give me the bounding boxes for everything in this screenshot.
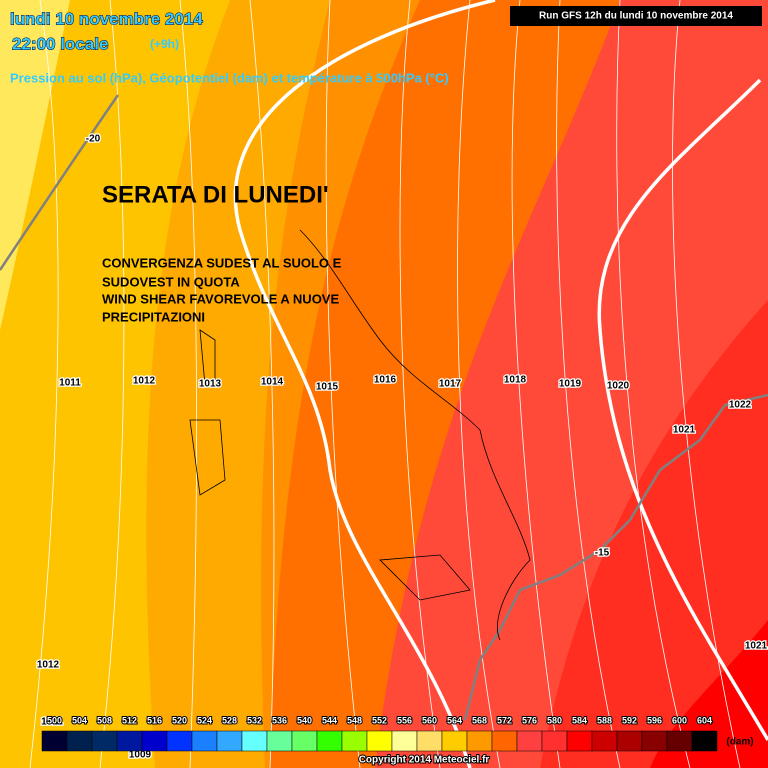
legend-swatch: [641, 730, 668, 752]
legend-swatch: [341, 730, 368, 752]
legend-label: 568: [472, 715, 487, 725]
isobar-label: 1018: [504, 375, 527, 386]
isobars: [29, 0, 741, 768]
isobar-label: 1020: [607, 381, 630, 392]
legend-swatch: [316, 730, 343, 752]
legend-swatch: [616, 730, 643, 752]
legend-label: 504: [72, 715, 87, 725]
isobar-label: 1012: [37, 660, 60, 671]
legend-swatch: [41, 730, 68, 752]
legend-label: 552: [372, 715, 387, 725]
legend-swatch: [266, 730, 293, 752]
legend-label: 560: [422, 715, 437, 725]
legend-label: 532: [247, 715, 262, 725]
legend-label: 544: [322, 715, 337, 725]
legend-label: 572: [497, 715, 512, 725]
legend-swatch: [466, 730, 493, 752]
geopotential-lines: [233, 0, 768, 768]
legend-swatch: [366, 730, 393, 752]
isobar-label: 1009: [129, 750, 152, 761]
legend-label: 540: [297, 715, 312, 725]
legend-label: 584: [572, 715, 587, 725]
isobar-label: 1022: [729, 400, 752, 411]
legend-label: 580: [547, 715, 562, 725]
map-title: lundi 10 novembre 2014: [10, 9, 203, 28]
legend-swatch: [141, 730, 168, 752]
legend-swatch: [591, 730, 618, 752]
copyright: Copyright 2014 Meteociel.fr: [359, 755, 490, 766]
legend-label: 536: [272, 715, 287, 725]
isobar-label: 1012: [133, 376, 156, 387]
run-label: Run GFS 12h du lundi 10 novembre 2014: [539, 11, 733, 22]
isobar-label: 1021: [673, 425, 696, 436]
legend-label: 592: [622, 715, 637, 725]
annotation-line: WIND SHEAR FAVOREVOLE A NUOVE: [102, 291, 339, 306]
legend-swatch: [166, 730, 193, 752]
legend-swatch: [416, 730, 443, 752]
legend-swatch: [191, 730, 218, 752]
map-subtitle: Pression au sol (hPa), Géopotentiel (dam…: [10, 70, 449, 85]
legend-label: 596: [647, 715, 662, 725]
isobar-label: 1011: [41, 717, 63, 728]
legend-label: 516: [147, 715, 162, 725]
legend-label: 520: [172, 715, 187, 725]
isobar-label: 1014: [261, 377, 284, 388]
legend-label: 576: [522, 715, 537, 725]
isotherm-label: -15: [595, 548, 610, 559]
legend: 500 504 508 512 516 520 524 528 532 536 540 544 548 5…: [41, 714, 718, 752]
isobar-label: 1013: [199, 379, 222, 390]
legend-label: 588: [597, 715, 612, 725]
run-box: [510, 6, 762, 26]
legend-label: 528: [222, 715, 237, 725]
legend-swatch: [241, 730, 268, 752]
legend-label: 512: [122, 715, 137, 725]
legend-label: 524: [197, 715, 212, 725]
legend-swatch: [441, 730, 468, 752]
legend-label: 500: [47, 715, 62, 725]
isotherm-label: -20: [86, 134, 101, 145]
legend-swatch: [666, 730, 693, 752]
legend-swatch: [91, 730, 118, 752]
isobar-label: 1017: [439, 379, 462, 390]
map-time: 22:00 locale: [12, 34, 108, 53]
annotation-line: CONVERGENZA SUDEST AL SUOLO E: [102, 255, 342, 270]
legend-unit: (dam): [726, 737, 753, 748]
legend-swatch: [566, 730, 593, 752]
legend-label: 548: [347, 715, 362, 725]
legend-swatch: [391, 730, 418, 752]
legend-label: 564: [447, 715, 462, 725]
legend-swatch: [516, 730, 543, 752]
annotation-line: SUDOVEST IN QUOTA: [102, 274, 240, 289]
isobar-label: 1021: [745, 641, 768, 652]
legend-swatch: [116, 730, 143, 752]
legend-swatch: [691, 730, 718, 752]
legend-label: 604: [697, 715, 712, 725]
legend-label: 508: [97, 715, 112, 725]
legend-swatch: [291, 730, 318, 752]
isobar-label: 1011: [59, 378, 81, 389]
temperature-isotherms: [0, 94, 768, 721]
legend-swatch: [66, 730, 93, 752]
legend-label: 556: [397, 715, 412, 725]
temp-band: [0, 0, 70, 330]
isobar-label: 1016: [374, 375, 397, 386]
coastlines: [189, 229, 531, 641]
isobar-label: 1019: [559, 379, 582, 390]
isobar-label: 1015: [316, 382, 339, 393]
map-offset: (+9h): [150, 37, 179, 51]
legend-swatch: [491, 730, 518, 752]
legend-swatch: [216, 730, 243, 752]
legend-label: 600: [672, 715, 687, 725]
annotation-line: PRECIPITAZIONI: [102, 309, 205, 324]
legend-swatch: [541, 730, 568, 752]
annotation-title: SERATA DI LUNEDI': [102, 181, 329, 208]
